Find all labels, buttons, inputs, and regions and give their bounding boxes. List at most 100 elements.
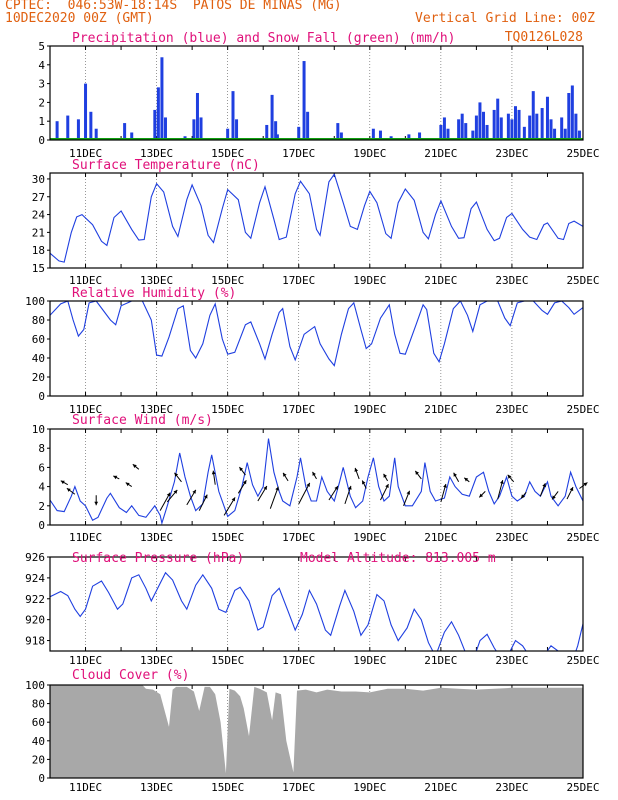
panel-5-x-tick-label: 21DEC (424, 781, 457, 794)
panel-3-frame (49, 428, 584, 526)
panel-0-precip-bar (570, 85, 574, 140)
panel-0-precip-bar (275, 134, 279, 140)
panel-0-precip-bar (84, 83, 88, 140)
panel-0-precip-bar (407, 134, 411, 140)
panel-1-x-tick-label: 15DEC (211, 274, 244, 287)
panel-0-y-tick-label: 0 (38, 134, 45, 147)
panel-0-precip-bar (535, 113, 539, 140)
panel-5-title: Cloud Cover (%) (72, 668, 189, 683)
panel-4-x-tick-label: 25DEC (566, 654, 599, 667)
panel-1-x-tick-label: 11DEC (69, 274, 102, 287)
panel-1-y-tick-label: 27 (32, 191, 45, 204)
panel-1-y-tick-label: 30 (32, 173, 45, 186)
panel-0-precip-bar (474, 115, 478, 140)
panel-0-precip-bar (442, 117, 446, 140)
panel-3-wind-arrowhead (464, 477, 469, 482)
panel-0-precip-bar (460, 113, 464, 140)
panel-5-y-tick-label: 60 (32, 716, 45, 729)
panel-0-precip-bar (156, 87, 160, 140)
header-date: 10DEC2020 00Z (GMT) (5, 11, 154, 26)
panel-0-precip-bar (540, 108, 544, 140)
panel-0-y-tick-label: 4 (38, 59, 45, 72)
panel-0-precip-bar (66, 115, 70, 140)
panel-0-precip-bar (545, 96, 549, 140)
panel-3-wind-arrowhead (275, 486, 279, 491)
panel-0-precip-bar (192, 119, 196, 140)
panel-3-wind-arrowhead (283, 472, 287, 477)
panel-0-precip-bar (513, 106, 517, 140)
panel-1-x-tick-label: 13DEC (140, 274, 173, 287)
panel-3-x-tick-label: 25DEC (566, 531, 599, 544)
panel-1-y-tick-label: 21 (32, 226, 45, 239)
panel-1-title: Surface Temperature (nC) (72, 158, 260, 173)
panel-4-x-tick-label: 21DEC (424, 654, 457, 667)
panel-0-precip-bar (485, 124, 489, 140)
panel-0-y-tick-label: 1 (38, 115, 45, 128)
panel-0-precip-bar (226, 128, 230, 140)
panel-0-precip-bar (517, 109, 521, 140)
panel-0-precip-bar (153, 109, 157, 140)
panel-5-y-tick-label: 40 (32, 735, 45, 748)
panel-3-wind-arrowhead (453, 472, 457, 477)
header-title: CPTEC: 046:53W-18:14S PATOS DE MINAS (MG… (5, 0, 342, 13)
panel-3-wind-arrowhead (521, 494, 525, 499)
panel-2-y-tick-label: 60 (32, 333, 45, 346)
panel-0-precip-bar (130, 132, 134, 140)
panel-2-x-tick-label: 17DEC (282, 403, 315, 416)
panel-1-x-tick-label: 19DEC (353, 274, 386, 287)
panel-4-frame (49, 556, 584, 652)
panel-0-precip-bar (506, 113, 510, 140)
panel-1-x-tick-label: 25DEC (566, 274, 599, 287)
panel-3-wind-arrowhead (94, 501, 99, 506)
panel-5-y-tick-label: 80 (32, 698, 45, 711)
panel-0-precip-bar (560, 117, 564, 140)
panel-2-x-tick-label: 11DEC (69, 403, 102, 416)
panel-4-x-tick-label: 13DEC (140, 654, 173, 667)
panel-2-x-tick-label: 21DEC (424, 403, 457, 416)
panel-3-wind-arrowhead (500, 480, 504, 484)
panel-4-y-tick-label: 920 (25, 614, 45, 627)
panel-5-y-tick-label: 20 (32, 753, 45, 766)
panel-1-frame (49, 172, 584, 269)
panel-3-y-tick-label: 4 (38, 481, 45, 494)
panel-3-y-tick-label: 2 (38, 500, 45, 513)
panel-2-x-tick-label: 23DEC (495, 403, 528, 416)
panel-0-precip-bar (339, 132, 343, 140)
panel-3-wind-arrowhead (60, 480, 65, 485)
panel-1-x-tick-label: 21DEC (424, 274, 457, 287)
panel-3-wind-arrowhead (125, 482, 130, 487)
panel-3-wind-arrowhead (334, 486, 338, 490)
panel-0-precip-bar (195, 93, 199, 140)
panel-0-precip-bar (270, 94, 274, 140)
panel-0-precip-bar (55, 121, 59, 140)
panel-0-precip-bar (496, 98, 500, 140)
panel-5-x-tick-label: 13DEC (140, 781, 173, 794)
panel-3-x-tick-label: 19DEC (353, 531, 386, 544)
panel-1-x-tick-label: 23DEC (495, 274, 528, 287)
panel-0-precip-bar (457, 119, 461, 140)
panel-0-precip-bar (306, 111, 310, 140)
panel-3-wind-arrowhead (192, 489, 196, 494)
panel-3-x-tick-label: 15DEC (211, 531, 244, 544)
panel-3-wind-arrowhead (66, 488, 71, 492)
panel-0-precip-bar (123, 123, 127, 140)
panel-0-precip-bar (549, 119, 553, 140)
panel-3-wind-arrowhead (354, 467, 359, 472)
panel-0-precip-bar (471, 130, 475, 140)
panel-3-wind-arrowhead (385, 484, 389, 488)
panel-2-y-tick-label: 80 (32, 314, 45, 327)
panel-0-y-tick-label: 5 (38, 40, 45, 53)
panel-2-y-tick-label: 100 (25, 295, 45, 308)
panel-0-precip-bar (94, 128, 98, 140)
panel-3-y-tick-label: 0 (38, 519, 45, 532)
panel-4-y-tick-label: 926 (25, 551, 45, 564)
panel-2-x-tick-label: 19DEC (353, 403, 386, 416)
panel-2-y-tick-label: 0 (38, 390, 45, 403)
panel-0-precip-bar (302, 61, 306, 140)
panel-2-title: Relative Humidity (%) (72, 286, 236, 301)
panel-0-x-tick-label: 21DEC (424, 147, 457, 160)
panel-1-y-tick-label: 18 (32, 244, 45, 257)
panel-0-y-tick-label: 3 (38, 78, 45, 91)
panel-3-x-tick-label: 23DEC (495, 531, 528, 544)
panel-2-series-line (50, 301, 583, 367)
